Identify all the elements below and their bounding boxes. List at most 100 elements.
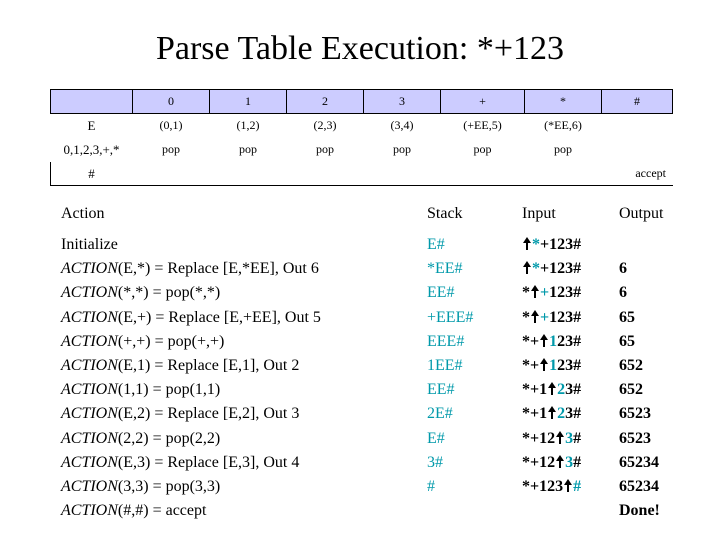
action-function: ACTION xyxy=(61,453,118,471)
table-cell xyxy=(440,161,525,186)
action-line: ACTION(E,3) = Replace [E,3], Out 4 xyxy=(61,451,321,475)
pointer-arrow-icon xyxy=(539,357,549,371)
table-cell xyxy=(602,114,673,138)
input-header: Input xyxy=(522,205,556,222)
stack-value: 2E# xyxy=(427,405,453,423)
input-remaining: 3# xyxy=(565,381,582,399)
input-value: *+123# xyxy=(522,233,581,257)
input-value: *+123# xyxy=(522,354,581,378)
input-current-symbol: 2 xyxy=(557,405,566,423)
table-cell: (*EE,6) xyxy=(544,118,582,132)
input-consumed: *+ xyxy=(522,332,540,350)
pointer-arrow-icon xyxy=(547,405,557,420)
input-current-symbol: 2 xyxy=(557,381,566,399)
stack-value: +EEE# xyxy=(427,308,474,326)
table-cell: pop xyxy=(554,142,572,156)
input-column: *+123# *+123# * +123# * +123# *+ 123# *+ 123# *+1 2… xyxy=(522,233,581,523)
column-header: 1 xyxy=(209,89,287,114)
output-value: 6523 xyxy=(619,405,651,423)
parse-table-row: E (0,1) (1,2) (2,3) (3,4) (+EE,5) (*EE,6… xyxy=(51,114,673,138)
action-text: (E,*) = Replace [E,*EE], Out 6 xyxy=(117,260,319,278)
input-remaining: +123# xyxy=(540,260,582,278)
input-current-symbol: 3 xyxy=(565,453,574,471)
table-cell xyxy=(524,161,602,186)
output-header: Output xyxy=(619,205,664,222)
parse-table-row: # accept xyxy=(50,161,673,186)
action-function: ACTION xyxy=(61,284,118,302)
input-current-symbol: 1 xyxy=(549,356,558,374)
action-text: (E,3) = Replace [E,3], Out 4 xyxy=(117,453,300,471)
table-cell: pop xyxy=(162,142,180,156)
column-header: # xyxy=(601,89,673,114)
input-remaining: 23# xyxy=(557,356,582,374)
pointer-arrow-icon xyxy=(547,381,557,396)
stack-value: E# xyxy=(427,429,445,447)
action-line: ACTION(1,1) = pop(1,1) xyxy=(61,378,321,402)
action-column: Initialize ACTION (E,*) = Replace [E,*EE],… xyxy=(61,233,321,523)
output-value: 6 xyxy=(619,284,627,302)
action-line: Initialize xyxy=(61,233,321,257)
output-value: 65234 xyxy=(619,453,659,471)
input-consumed: *+123 xyxy=(522,477,564,495)
input-value: *+123# xyxy=(522,330,581,354)
column-header: + xyxy=(440,89,525,114)
input-value: *+12 3# xyxy=(522,451,581,475)
action-text: (E,2) = Replace [E,2], Out 3 xyxy=(117,405,300,423)
pointer-arrow-icon xyxy=(522,260,532,275)
slide-title: Parse Table Execution: *+123 xyxy=(155,30,565,67)
row-label: 0,1,2,3,+,* xyxy=(63,141,120,157)
input-current-symbol: 3 xyxy=(565,429,574,447)
table-cell: pop xyxy=(239,142,257,156)
input-consumed: * xyxy=(522,308,530,326)
input-current-symbol: + xyxy=(540,308,550,326)
input-value xyxy=(522,499,581,523)
table-cell: pop xyxy=(473,142,492,156)
input-remaining: 123# xyxy=(549,308,582,326)
column-header: 2 xyxy=(286,89,364,114)
output-value: 652 xyxy=(619,381,643,399)
action-function: ACTION xyxy=(61,429,118,447)
action-header: Action xyxy=(61,205,105,222)
stack-column: E# *EE# EE# +EEE# EEE# 1EE# EE# 2E# E# 3# # xyxy=(427,233,473,523)
pointer-arrow-icon xyxy=(530,309,540,323)
action-function: ACTION xyxy=(61,356,118,374)
stack-header: Stack xyxy=(427,205,463,222)
column-header: * xyxy=(524,89,602,114)
stack-value: # xyxy=(427,477,435,495)
row-label: E xyxy=(87,117,96,133)
pointer-arrow-icon xyxy=(555,454,565,468)
action-text: (2,2) = pop(2,2) xyxy=(117,429,221,447)
table-cell: (1,2) xyxy=(236,118,260,132)
input-consumed: *+1 xyxy=(522,405,548,423)
output-value: 652 xyxy=(619,356,643,374)
input-current-symbol: * xyxy=(532,236,540,253)
input-current-symbol: + xyxy=(540,284,550,302)
input-current-symbol: # xyxy=(573,477,582,495)
input-value: *+123 # xyxy=(522,475,581,499)
input-remaining: 23# xyxy=(557,332,582,350)
input-consumed: *+1 xyxy=(522,381,548,399)
stack-value: 1EE# xyxy=(427,356,463,374)
row-label: # xyxy=(50,161,133,186)
table-cell: (2,3) xyxy=(313,118,337,132)
action-text: (E,+) = Replace [E,+EE], Out 5 xyxy=(117,308,321,326)
pointer-arrow-icon xyxy=(539,333,549,347)
pointer-arrow-icon xyxy=(555,430,565,444)
output-value: 6523 xyxy=(619,429,651,447)
parse-table-corner xyxy=(50,89,133,114)
input-consumed: * xyxy=(522,284,530,302)
input-remaining: 3# xyxy=(565,405,582,423)
input-consumed: *+12 xyxy=(522,453,556,471)
stack-value xyxy=(427,499,473,523)
output-column: 6 6 65 65 652 652 6523 6523 65234 65234 Done! xyxy=(619,233,660,523)
action-text: (#,#) = accept xyxy=(117,502,207,520)
stack-value: E# xyxy=(427,236,445,253)
input-remaining: # xyxy=(573,453,582,471)
action-function: ACTION xyxy=(61,308,118,326)
action-text: (E,1) = Replace [E,1], Out 2 xyxy=(117,356,300,374)
pointer-arrow-icon xyxy=(563,478,573,492)
action-line: ACTION(E,+) = Replace [E,+EE], Out 5 xyxy=(61,306,321,330)
pointer-arrow-icon xyxy=(522,236,532,250)
stack-value: *EE# xyxy=(427,260,463,278)
